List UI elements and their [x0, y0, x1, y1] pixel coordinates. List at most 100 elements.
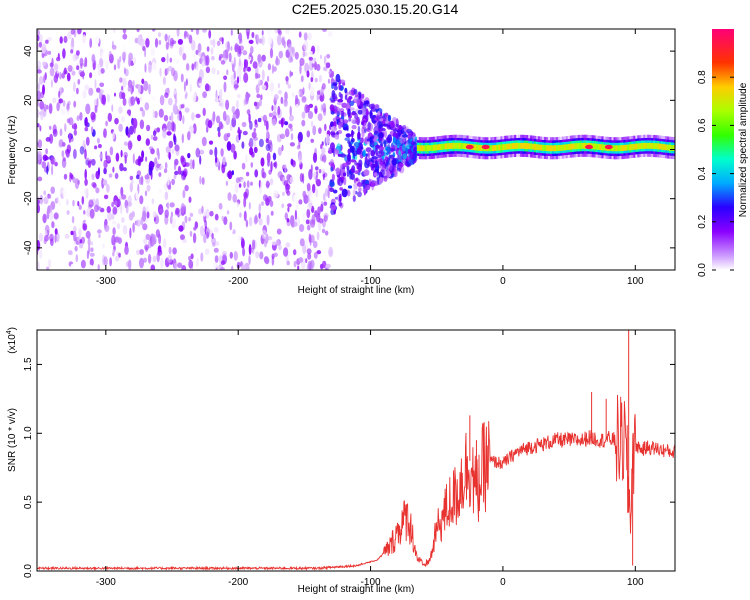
spectrogram-ridge-cell: [528, 143, 531, 150]
spectrogram-cell: [215, 155, 218, 164]
spectrogram-cell: [78, 242, 84, 249]
spectrogram-cell: [388, 154, 395, 159]
spectrogram-cell: [359, 137, 364, 144]
spectrogram-cell: [369, 182, 376, 188]
spectrogram-cell: [287, 206, 290, 213]
spectrogram-cell: [284, 91, 288, 101]
spectrogram-cell: [316, 94, 319, 101]
spectrogram-ridge-cell: [635, 143, 638, 150]
spectrogram-cell: [187, 152, 191, 159]
spectrogram-cell: [248, 255, 251, 266]
spectrogram-ridge-cell: [633, 143, 636, 150]
snr-series-line: [37, 394, 675, 571]
spectrogram-cell: [152, 255, 157, 263]
spectrogram-cell: [151, 29, 156, 32]
spectrogram-cell: [97, 63, 101, 70]
spectrogram-cell: [88, 199, 94, 208]
spectrogram-ridge-cell: [621, 145, 624, 151]
spectrogram-cell: [49, 233, 54, 242]
spectrogram-cell: [70, 49, 74, 54]
spectrogram-cell: [304, 104, 309, 114]
spectrogram-cell: [216, 115, 221, 124]
spectrogram-cell: [67, 250, 73, 256]
spectrogram-cell: [82, 69, 85, 80]
spectrogram-cell: [293, 221, 298, 227]
spectrogram-cell: [160, 258, 164, 269]
spectrogram-cell: [273, 193, 277, 199]
spectrogram-cell: [272, 111, 277, 118]
spectrogram-cell: [236, 38, 240, 44]
spectrogram-cell: [321, 228, 326, 234]
spectrogram-cell: [94, 145, 98, 150]
spectrogram-cell: [261, 69, 265, 81]
spectrogram-cell: [135, 96, 138, 102]
spectrogram-ridge-cell: [516, 142, 519, 149]
spectrogram-cell: [139, 249, 144, 255]
spectrogram-cell: [301, 212, 306, 222]
spectrogram-cell: [231, 170, 234, 176]
spectrogram-cell: [133, 56, 136, 65]
spectrogram-cell: [314, 61, 317, 71]
spectrogram-cell: [216, 70, 220, 75]
spectrogram-cell: [122, 97, 127, 106]
spectrogram-cell: [343, 176, 347, 186]
spectrogram-cell: [325, 62, 331, 69]
spectrogram-ridge-cell: [438, 144, 441, 150]
spectrogram-ridge-cell: [422, 145, 426, 152]
spectrogram-cell: [84, 168, 87, 180]
spectrogram-cell: [319, 263, 324, 270]
spectrogram-cell: [238, 57, 241, 67]
spectrogram-ridge-cell: [643, 142, 646, 149]
spectrogram-ridge-cell: [629, 144, 632, 151]
spectrogram-cell: [168, 97, 173, 106]
spectrogram-cell: [157, 245, 162, 253]
spectrogram-cell: [121, 194, 127, 200]
colorbar-ticks: 0.0 0.2 0.4 0.6 0.8: [697, 70, 734, 277]
spectrogram-cell: [173, 262, 178, 270]
spectrogram-cell: [253, 136, 258, 141]
spectrogram-cell: [73, 148, 77, 160]
spectrogram-cell: [268, 139, 273, 146]
spectrogram-cell: [256, 34, 260, 45]
spectrogram-cell: [198, 208, 203, 215]
spectrogram-cell: [184, 184, 189, 192]
spectrogram-cell: [37, 109, 40, 119]
spectrogram-ridge-cell: [450, 143, 453, 149]
spectrogram-cell: [101, 94, 106, 105]
spectrogram-cell: [363, 180, 366, 190]
spectrogram-cell: [107, 212, 113, 221]
spectrogram-cell: [213, 227, 219, 233]
spectrogram-cell: [129, 125, 134, 135]
spectrogram-cell: [87, 160, 92, 168]
spectrogram-cell: [335, 167, 340, 176]
spectrogram-cell: [366, 138, 370, 142]
spectrogram-cell: [118, 106, 123, 114]
spectrogram-cell: [64, 123, 67, 132]
spectrogram-cell: [71, 215, 75, 224]
spectrogram-cell: [241, 121, 247, 128]
spectrogram-cell: [182, 238, 187, 244]
spectrogram-cell: [141, 150, 145, 159]
spectrogram-ridge-cell: [623, 144, 626, 151]
spectrogram-cell: [330, 125, 337, 132]
spectrogram-cell: [107, 112, 113, 122]
spectrogram-ridge-cell: [617, 145, 620, 152]
spectrogram-cell: [144, 244, 150, 251]
spectrogram-cell: [158, 108, 164, 118]
spectrogram-cell: [192, 123, 197, 135]
spectrogram-cell: [70, 230, 74, 236]
spectrogram-ridge-cell: [567, 144, 571, 150]
colorbar-tick-label: 0.2: [697, 214, 708, 228]
spectrogram-cell: [223, 75, 228, 81]
spectrogram-cell: [355, 118, 360, 125]
spectrogram-ridge-cell: [557, 145, 561, 151]
spectrogram-cell: [128, 259, 132, 270]
spectrogram-cell: [248, 244, 252, 255]
spectrogram-cell: [116, 223, 121, 230]
spectrogram-cell: [89, 252, 95, 257]
spectrogram-cell: [298, 154, 303, 165]
spectrogram-cell: [320, 144, 323, 150]
spectrogram-ridge-cell: [555, 145, 559, 152]
spectrogram-cell: [41, 43, 47, 54]
spectrogram-cell: [152, 211, 157, 219]
